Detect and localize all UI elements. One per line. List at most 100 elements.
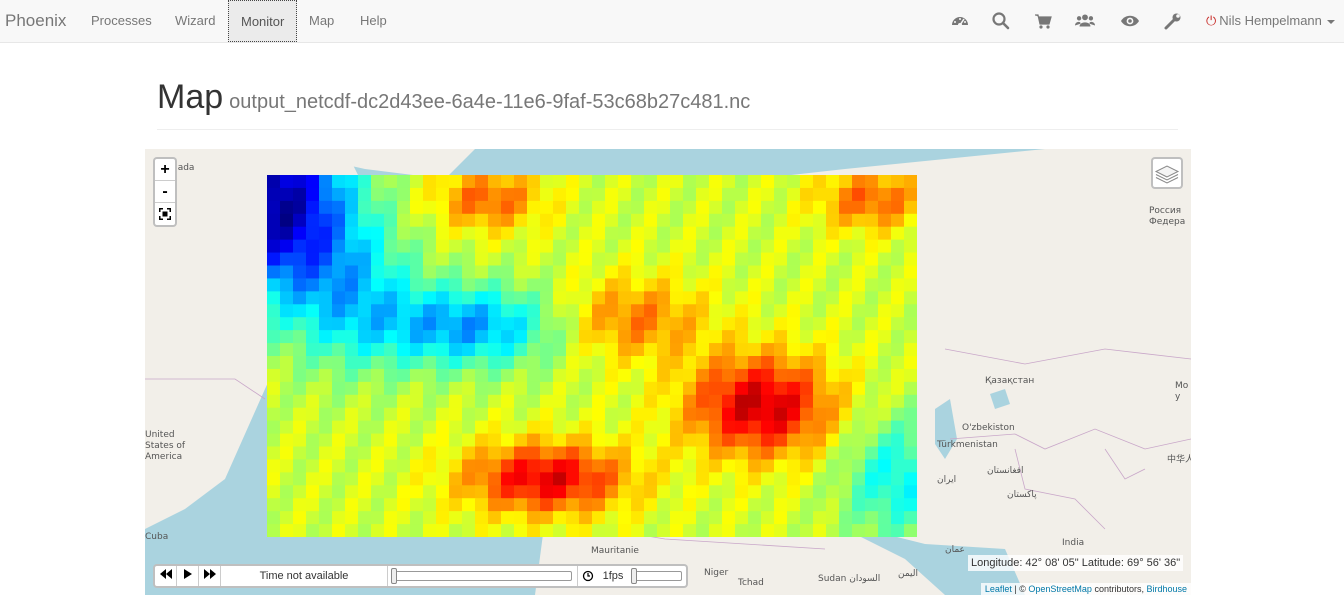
wrench-icon[interactable]	[1163, 11, 1183, 31]
heatmap-cell	[501, 252, 515, 267]
heatmap-cell	[683, 498, 697, 512]
heatmap-cell	[358, 472, 372, 486]
heatmap-cell	[397, 485, 411, 499]
time-slider[interactable]	[388, 566, 578, 586]
heatmap-cell	[514, 200, 528, 215]
nav-wizard[interactable]: Wizard	[175, 13, 216, 28]
heatmap-cell	[709, 278, 723, 292]
user-menu[interactable]: ⏻ Nils Hempelmann	[1206, 0, 1335, 42]
heatmap-cell	[839, 226, 853, 241]
heatmap-cell	[449, 356, 463, 370]
speed-slider[interactable]	[628, 566, 686, 586]
page-subtitle: output_netcdf-dc2d43ee-6a4e-11e6-9faf-53…	[229, 91, 751, 113]
nav-monitor[interactable]: Monitor	[228, 0, 298, 42]
heatmap-cell	[423, 356, 437, 370]
birdhouse-link[interactable]: Birdhouse	[1146, 584, 1187, 594]
backward-button[interactable]	[155, 566, 177, 586]
heatmap-cell	[748, 187, 762, 202]
fullscreen-button[interactable]	[155, 203, 175, 225]
heatmap-cell	[579, 291, 593, 305]
heatmap-cell	[540, 343, 554, 357]
heatmap-cell	[423, 252, 437, 267]
heatmap-cell	[735, 278, 749, 292]
heatmap-cell	[696, 291, 710, 305]
heatmap-cell	[345, 187, 359, 202]
heatmap-cell	[397, 407, 411, 422]
heatmap-cell	[293, 368, 307, 383]
brand-link[interactable]: Phoenix	[5, 11, 67, 30]
heatmap-cell	[423, 187, 437, 202]
heatmap-cell	[527, 433, 541, 448]
zoom-in-button[interactable]: +	[155, 159, 175, 181]
dashboard-icon[interactable]	[950, 11, 970, 31]
nav-map[interactable]: Map	[309, 13, 335, 28]
heatmap-cell	[592, 420, 606, 435]
map-container[interactable]: nada Россия Федера Қазақстан Мо у O'zbek…	[145, 149, 1191, 595]
heatmap-cell	[566, 356, 580, 370]
heatmap-cell	[371, 175, 385, 189]
nav-processes[interactable]: Processes	[91, 13, 152, 28]
heatmap-cell	[579, 368, 593, 383]
heatmap-cell	[306, 226, 320, 241]
heatmap-cell	[878, 356, 892, 370]
heatmap-cell	[397, 524, 411, 537]
heatmap-cell	[683, 356, 697, 370]
heatmap-cell	[345, 265, 359, 280]
speed-slider-handle[interactable]	[631, 568, 637, 584]
eye-icon[interactable]	[1120, 11, 1140, 31]
heatmap-cell	[670, 511, 684, 525]
heatmap-cell	[579, 317, 593, 331]
heatmap-cell	[397, 226, 411, 241]
users-icon[interactable]	[1075, 11, 1095, 31]
heatmap-cell	[579, 433, 593, 448]
forward-button[interactable]	[199, 566, 221, 586]
heatmap-cell	[514, 459, 528, 473]
heatmap-cell	[462, 252, 476, 267]
heatmap-cell	[306, 265, 320, 280]
layers-button[interactable]	[1151, 157, 1183, 189]
heatmap-cell	[332, 407, 346, 422]
heatmap-cell	[462, 330, 476, 344]
loop-button[interactable]	[578, 566, 598, 586]
heatmap-cell	[774, 187, 788, 202]
heatmap-cell	[462, 420, 476, 435]
heatmap-cell	[826, 356, 840, 370]
zoom-out-button[interactable]: -	[155, 181, 175, 203]
heatmap-cell	[709, 330, 723, 344]
heatmap-cell	[293, 433, 307, 448]
heatmap-cell	[592, 498, 606, 512]
heatmap-cell	[449, 175, 463, 189]
heatmap-cell	[891, 291, 905, 305]
heatmap-cell	[566, 420, 580, 435]
heatmap-cell	[800, 381, 814, 396]
heatmap-cell	[449, 407, 463, 422]
play-button[interactable]	[177, 566, 199, 586]
heatmap-cell	[618, 472, 632, 486]
search-icon[interactable]	[991, 11, 1011, 31]
heatmap-cell	[514, 317, 528, 331]
cart-icon[interactable]	[1033, 11, 1053, 31]
nav-help[interactable]: Help	[360, 13, 387, 28]
heatmap-cell	[657, 446, 671, 461]
heatmap-cell	[813, 407, 827, 422]
heatmap-cell	[735, 343, 749, 357]
heatmap-cell	[761, 420, 775, 435]
heatmap-cell	[826, 200, 840, 215]
time-slider-handle[interactable]	[391, 568, 397, 584]
heatmap-cell	[722, 459, 736, 473]
heatmap-cell	[631, 433, 645, 448]
heatmap-cell	[319, 226, 333, 241]
heatmap-cell	[735, 239, 749, 254]
heatmap-cell	[397, 420, 411, 435]
time-dimension-control: Time not available 1fps	[153, 564, 688, 588]
osm-link[interactable]: OpenStreetMap	[1028, 584, 1092, 594]
heatmap-cell	[787, 239, 801, 254]
heatmap-cell	[657, 472, 671, 486]
heatmap-cell	[683, 265, 697, 280]
heatmap-cell	[605, 278, 619, 292]
heatmap-cell	[852, 304, 866, 318]
heatmap-cell	[787, 446, 801, 461]
heatmap-cell	[384, 368, 398, 383]
heatmap-cell	[540, 317, 554, 331]
leaflet-link[interactable]: Leaflet	[984, 584, 1012, 594]
